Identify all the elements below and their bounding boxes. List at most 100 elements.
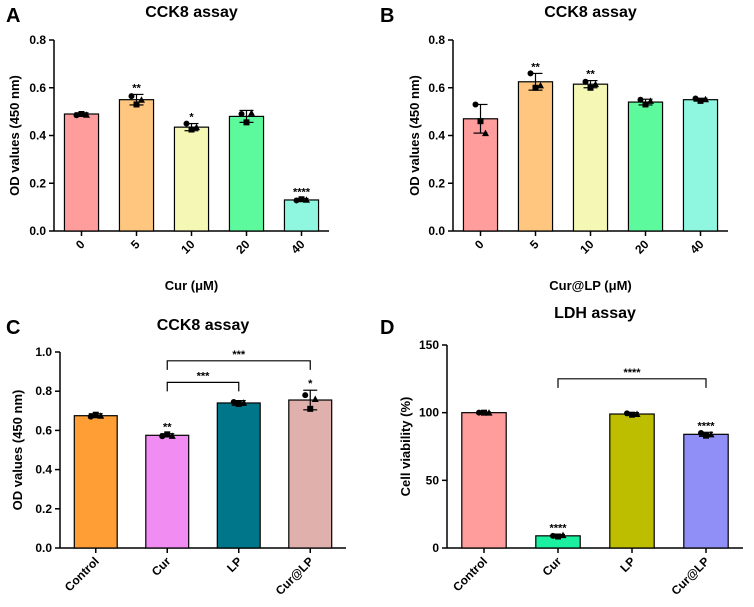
data-point: [624, 410, 630, 417]
data-point: [555, 533, 561, 540]
y-tick-label: 0.8: [29, 33, 46, 47]
significance-label: ****: [293, 187, 311, 199]
x-axis-label: Cur (μM): [165, 278, 218, 293]
y-tick-label: 50: [426, 473, 440, 487]
data-point: [78, 111, 85, 118]
data-point: [702, 95, 709, 103]
data-point: [481, 409, 487, 416]
bar: [627, 101, 664, 232]
data-point: [238, 111, 245, 118]
data-point: [183, 120, 190, 127]
x-tick-label: 20: [632, 237, 652, 257]
data-point: [230, 398, 237, 405]
y-tick-label: 0.6: [428, 81, 445, 95]
x-tick-label: 10: [577, 237, 597, 257]
bar: [63, 113, 100, 232]
data-point: [83, 111, 90, 118]
x-tick-label: Cur@LP: [668, 554, 712, 598]
y-axis-label: Cell viability (%): [398, 397, 413, 497]
data-point: [87, 413, 94, 420]
data-point: [138, 96, 145, 103]
significance-label: ****: [697, 420, 715, 432]
bracket-label: ***: [232, 349, 246, 361]
y-tick-label: 0: [432, 541, 439, 555]
chart-panel-a: A CCK8 assay 0.0 0.2 0.4 0.6 0.8 OD values (450…: [6, 4, 329, 293]
panel-letter: B: [380, 5, 394, 27]
bar: [145, 434, 190, 549]
data-point: [637, 96, 644, 103]
x-tick-label: 5: [128, 237, 143, 252]
data-point: [477, 118, 484, 125]
data-point: [476, 409, 482, 416]
chart-title: CCK8 assay: [544, 4, 637, 21]
y-tick-label: 0.4: [428, 129, 445, 143]
bar: [228, 115, 265, 232]
y-tick-label: 0.8: [428, 33, 445, 47]
significance-label: **: [531, 61, 540, 73]
data-point: [188, 126, 195, 133]
bar: [461, 412, 507, 549]
y-tick-label: 150: [419, 338, 439, 352]
chart-title: CCK8 assay: [157, 317, 250, 334]
significance-label: **: [586, 69, 595, 81]
data-point: [133, 101, 140, 108]
data-point: [703, 432, 709, 439]
x-tick-label: Control: [450, 554, 490, 594]
data-point: [592, 80, 599, 88]
y-tick-label: 0.0: [35, 541, 52, 555]
x-tick-label: 5: [527, 237, 542, 252]
chart-title: LDH assay: [554, 305, 636, 322]
y-tick-label: 0.4: [29, 129, 46, 143]
data-point: [159, 433, 166, 440]
bar: [173, 126, 210, 232]
data-point: [307, 405, 314, 412]
data-point: [302, 392, 309, 399]
data-point: [698, 429, 704, 436]
bracket-label: ***: [197, 370, 211, 382]
data-point: [692, 95, 699, 102]
bar: [462, 118, 499, 232]
y-tick-label: 0.2: [29, 176, 46, 190]
x-tick-label: Cur@LP: [273, 554, 317, 598]
significance-label: **: [132, 82, 141, 94]
x-tick-label: 40: [687, 237, 707, 257]
data-point: [697, 97, 704, 104]
data-point: [629, 411, 635, 418]
x-tick-label: LP: [617, 554, 638, 575]
y-tick-label: 0.6: [29, 81, 46, 95]
x-tick-label: 20: [233, 237, 253, 257]
data-point: [73, 112, 80, 119]
y-axis-label: OD values (450 nm): [407, 75, 422, 196]
x-tick-label: 0: [472, 237, 487, 252]
significance-bracket: [166, 360, 311, 370]
panel-letter: C: [6, 317, 20, 339]
significance-label: *: [189, 112, 194, 124]
data-point: [168, 432, 176, 439]
x-tick-label: Cur: [540, 554, 565, 579]
data-point: [235, 400, 242, 407]
data-point: [485, 409, 493, 416]
data-point: [472, 101, 479, 108]
y-axis-label: OD values (450 nm): [10, 390, 25, 511]
significance-bracket: [557, 378, 707, 388]
data-point: [243, 119, 250, 126]
data-point: [633, 410, 641, 418]
data-point: [303, 196, 310, 203]
data-point: [587, 84, 594, 91]
y-tick-label: 100: [419, 406, 439, 420]
chart-panel-b: B CCK8 assay 0.0 0.2 0.4 0.6 0.8 OD values (450…: [380, 4, 728, 293]
bar: [609, 413, 655, 549]
y-tick-label: 0.0: [29, 224, 46, 238]
data-point: [550, 532, 556, 539]
x-tick-label: 0: [73, 237, 88, 252]
bar: [118, 99, 155, 232]
significance-label: **: [163, 422, 172, 434]
data-point: [582, 78, 589, 85]
data-point: [527, 70, 534, 77]
chart-panel-c: C CCK8 assay 0.0 0.2 0.4 0.6 0.8 1.0 OD values (…: [6, 317, 346, 598]
bar: [683, 433, 729, 549]
data-point: [298, 196, 305, 203]
x-tick-label: Cur: [149, 554, 174, 579]
